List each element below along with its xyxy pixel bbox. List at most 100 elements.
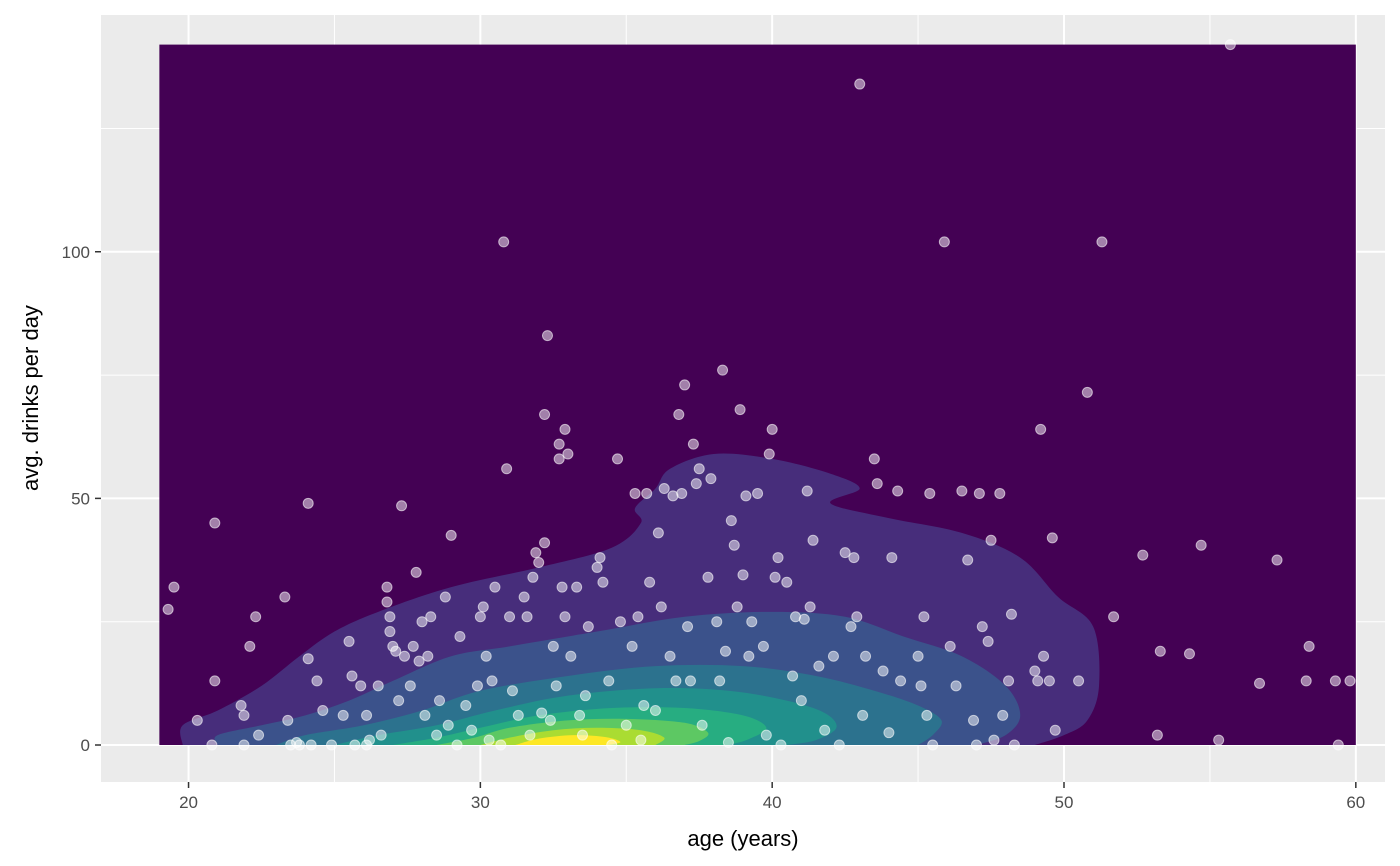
data-point bbox=[305, 739, 317, 751]
data-point bbox=[1271, 554, 1283, 566]
data-point bbox=[944, 640, 956, 652]
data-point bbox=[728, 539, 740, 551]
x-tick-label: 50 bbox=[1055, 793, 1074, 812]
x-tick-label: 40 bbox=[763, 793, 782, 812]
data-point bbox=[915, 680, 927, 692]
data-point bbox=[673, 409, 685, 421]
data-point bbox=[489, 581, 501, 593]
data-point bbox=[994, 487, 1006, 499]
data-point bbox=[997, 709, 1009, 721]
data-point bbox=[524, 729, 536, 741]
data-point bbox=[1005, 608, 1017, 620]
data-point bbox=[1049, 724, 1061, 736]
data-point bbox=[559, 423, 571, 435]
data-point bbox=[722, 737, 734, 749]
data-point bbox=[434, 695, 446, 707]
data-point bbox=[1137, 549, 1149, 561]
data-point bbox=[574, 709, 586, 721]
data-point bbox=[471, 680, 483, 692]
data-point bbox=[556, 581, 568, 593]
data-point bbox=[460, 700, 472, 712]
y-axis-title: avg. drinks per day bbox=[18, 305, 43, 491]
data-point bbox=[705, 473, 717, 485]
data-point bbox=[381, 581, 393, 593]
data-point bbox=[1303, 640, 1315, 652]
data-point bbox=[652, 527, 664, 539]
data-point bbox=[848, 552, 860, 564]
data-point bbox=[1300, 675, 1312, 687]
data-point bbox=[684, 675, 696, 687]
x-tick-label: 20 bbox=[179, 793, 198, 812]
data-point bbox=[238, 739, 250, 751]
data-point bbox=[851, 611, 863, 623]
data-point bbox=[787, 670, 799, 682]
data-point bbox=[1035, 423, 1047, 435]
data-point bbox=[381, 596, 393, 608]
data-point bbox=[591, 561, 603, 573]
data-point bbox=[804, 601, 816, 613]
data-point bbox=[407, 640, 419, 652]
data-point bbox=[1073, 675, 1085, 687]
data-point bbox=[912, 650, 924, 662]
data-point bbox=[579, 690, 591, 702]
data-point bbox=[982, 635, 994, 647]
data-point bbox=[384, 626, 396, 638]
data-point bbox=[410, 566, 422, 578]
data-point bbox=[1008, 739, 1020, 751]
data-point bbox=[250, 611, 262, 623]
data-point bbox=[474, 611, 486, 623]
data-point bbox=[682, 621, 694, 633]
data-point bbox=[924, 487, 936, 499]
data-point bbox=[577, 729, 588, 741]
data-point bbox=[827, 650, 839, 662]
data-point bbox=[629, 487, 641, 499]
data-point bbox=[886, 552, 898, 564]
data-point bbox=[355, 680, 367, 692]
data-point bbox=[483, 734, 495, 746]
data-point bbox=[719, 645, 731, 657]
density-level-8 bbox=[515, 735, 621, 746]
data-point bbox=[571, 581, 583, 593]
data-point bbox=[655, 601, 667, 613]
data-point bbox=[565, 650, 577, 662]
data-point bbox=[918, 611, 930, 623]
data-point bbox=[612, 453, 624, 465]
data-point bbox=[206, 739, 218, 751]
data-point bbox=[950, 680, 962, 692]
data-point bbox=[798, 613, 810, 625]
data-point bbox=[326, 739, 338, 751]
data-point bbox=[606, 739, 618, 751]
data-point bbox=[480, 650, 492, 662]
data-point bbox=[1029, 665, 1041, 677]
data-point bbox=[702, 571, 714, 583]
data-point bbox=[1332, 739, 1344, 751]
data-point bbox=[253, 729, 265, 741]
data-point bbox=[895, 675, 907, 687]
data-point bbox=[772, 552, 784, 564]
data-point bbox=[279, 591, 291, 603]
data-point bbox=[504, 611, 516, 623]
data-point bbox=[302, 497, 314, 509]
data-point bbox=[833, 739, 845, 751]
data-point bbox=[454, 630, 466, 642]
y-tick-label: 50 bbox=[71, 489, 90, 508]
data-point bbox=[1038, 650, 1050, 662]
data-point bbox=[752, 487, 764, 499]
data-point bbox=[498, 236, 510, 248]
data-point bbox=[927, 739, 939, 751]
data-point bbox=[384, 611, 396, 623]
data-point bbox=[687, 438, 699, 450]
data-point bbox=[737, 569, 749, 581]
data-point bbox=[892, 485, 904, 497]
data-point bbox=[614, 616, 626, 628]
data-point bbox=[635, 734, 647, 746]
data-point bbox=[857, 709, 869, 721]
data-point bbox=[422, 650, 434, 662]
data-point bbox=[518, 591, 530, 603]
data-point bbox=[317, 704, 329, 716]
data-point bbox=[868, 453, 880, 465]
data-point bbox=[244, 640, 256, 652]
data-point bbox=[466, 724, 478, 736]
scatter-points bbox=[162, 39, 1356, 751]
